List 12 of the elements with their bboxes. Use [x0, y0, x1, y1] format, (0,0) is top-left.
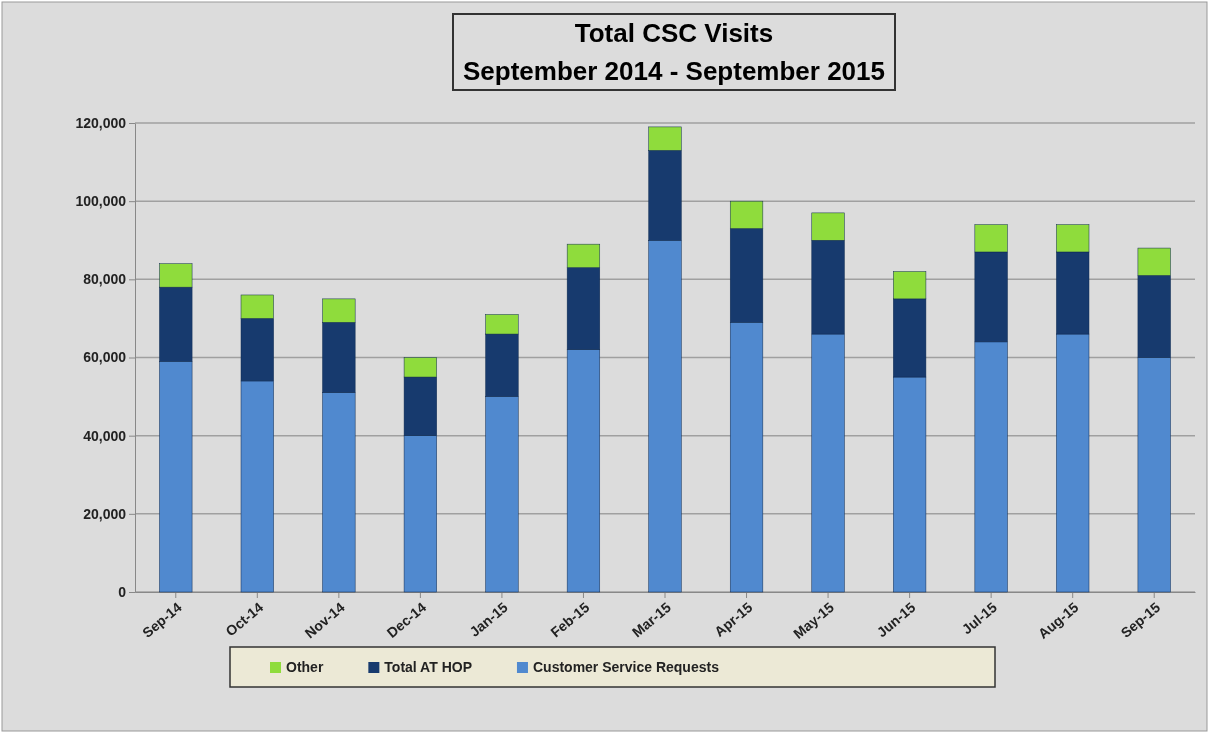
y-tick-label: 0 [118, 583, 127, 600]
y-tick-label: 100,000 [75, 193, 127, 210]
y-tick-label: 80,000 [83, 271, 127, 288]
legend-label: Total AT HOP [384, 659, 472, 675]
legend-label: Customer Service Requests [532, 659, 720, 675]
y-tick-label: 120,000 [75, 114, 127, 131]
y-tick-label: 40,000 [83, 427, 127, 444]
chart-title: Total CSC Visits [574, 18, 774, 48]
chart-subtitle: September 2014 - September 2015 [463, 56, 885, 86]
y-tick-label: 20,000 [83, 505, 127, 522]
y-tick-label: 60,000 [83, 349, 127, 366]
legend-label: Other [286, 659, 324, 675]
